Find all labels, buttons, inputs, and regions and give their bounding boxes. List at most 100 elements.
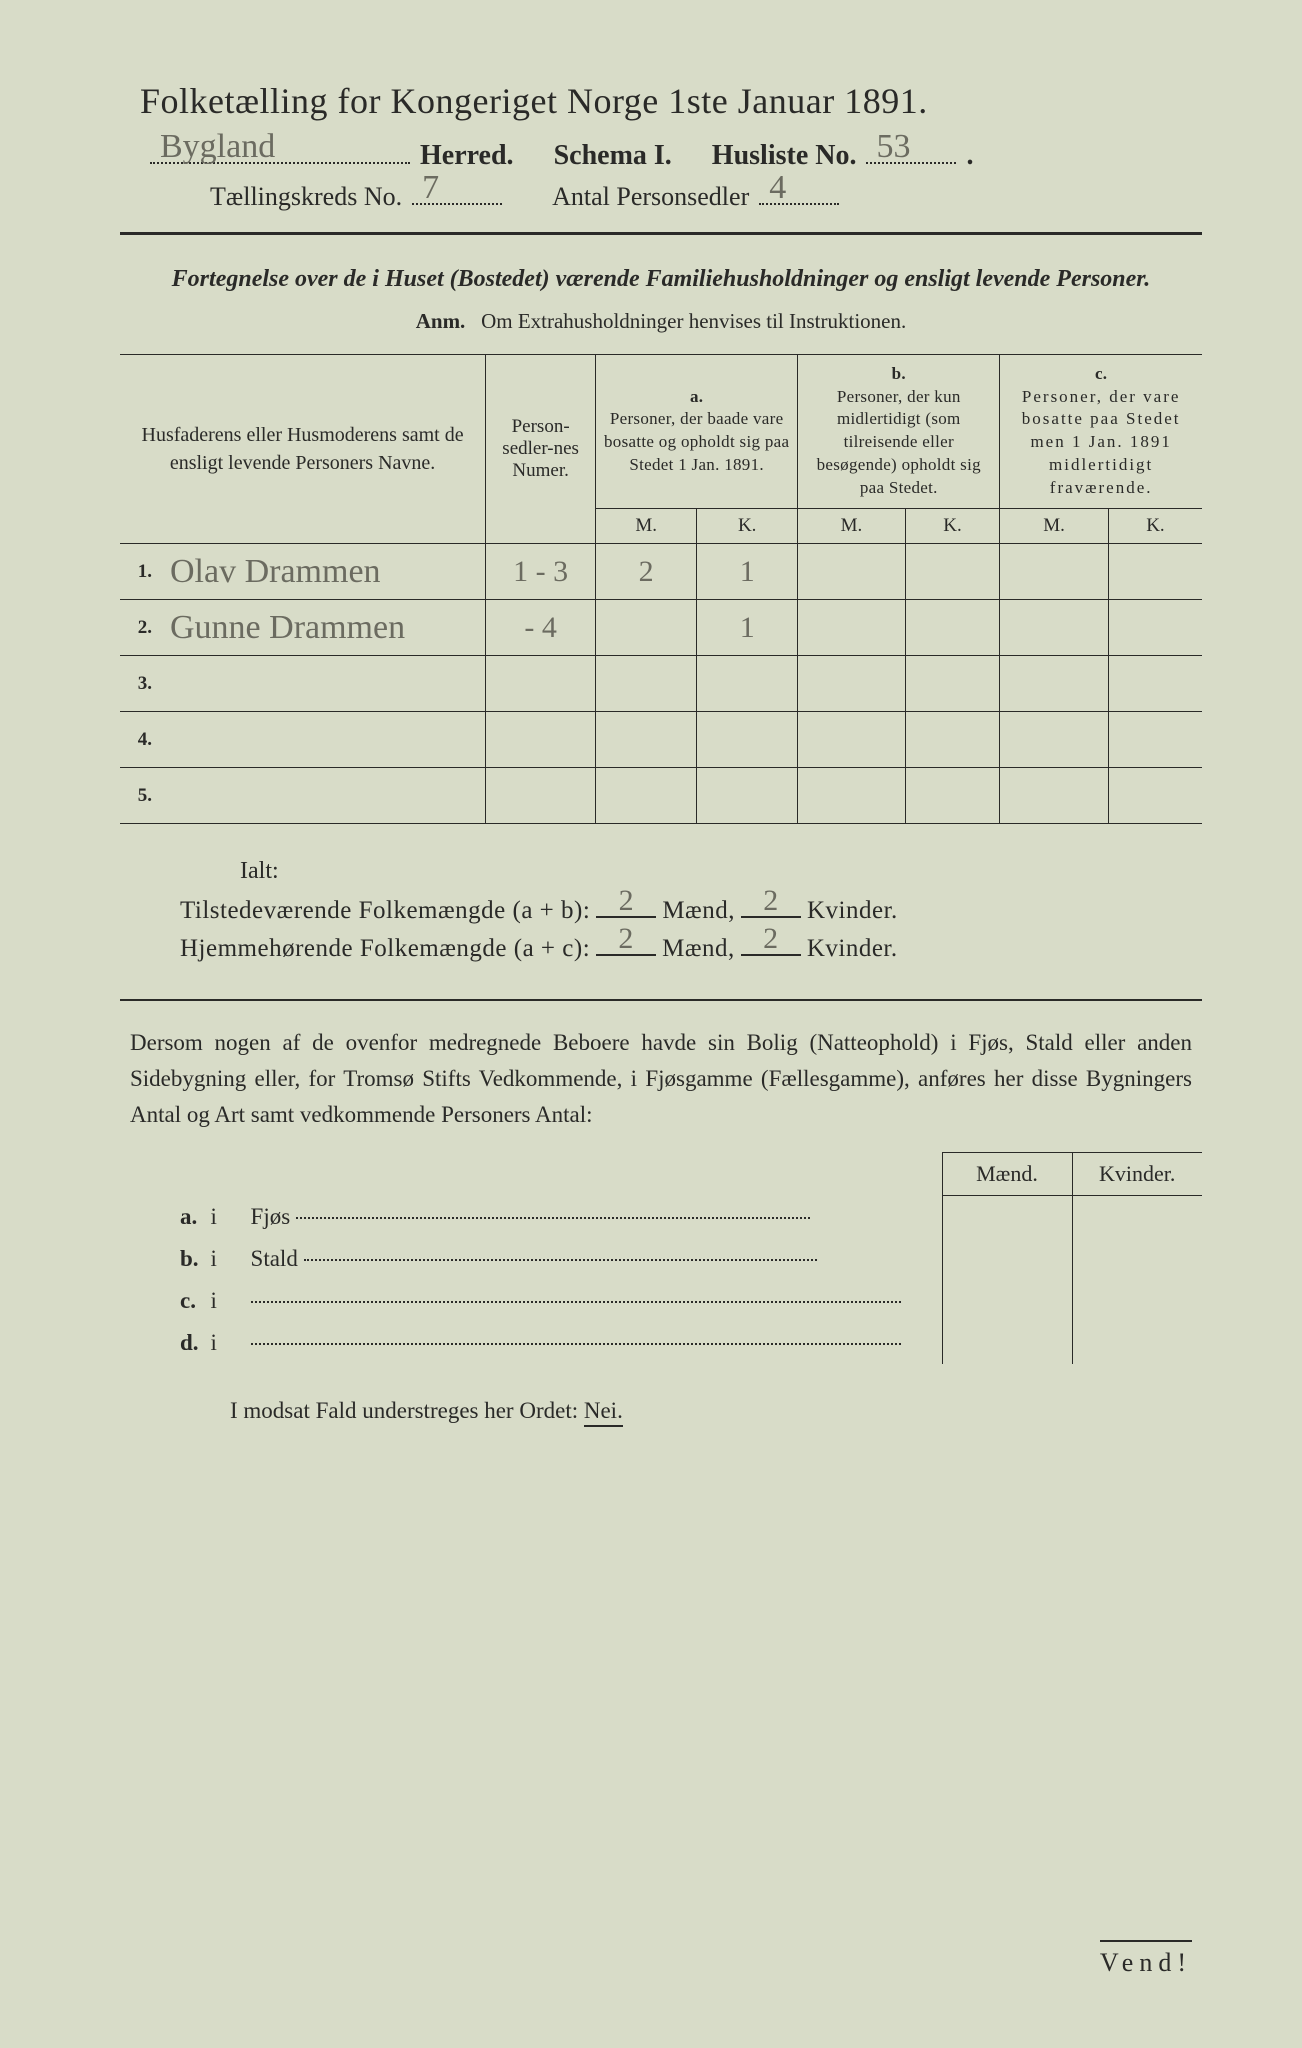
table-row: 3. xyxy=(120,656,1202,712)
col-c-m: M. xyxy=(1000,509,1109,544)
ialt-label: Ialt: xyxy=(120,858,1202,885)
c-k-cell xyxy=(1108,600,1202,656)
resident-k: 2 xyxy=(763,922,779,956)
sub-item: Fjøs xyxy=(245,1196,942,1238)
present-k: 2 xyxy=(763,884,779,918)
sub-k xyxy=(1072,1280,1202,1322)
sub-kvinder: Kvinder. xyxy=(1072,1153,1202,1196)
sub-row: d.i xyxy=(120,1322,1202,1364)
col-b: b. Personer, der kun midlertidigt (som t… xyxy=(798,354,1000,509)
sub-i: i xyxy=(205,1238,245,1280)
resident-label: Hjemmehørende Folkemængde (a + c): xyxy=(180,935,590,963)
sub-m xyxy=(942,1196,1072,1238)
census-form: Folketælling for Kongeriget Norge 1ste J… xyxy=(120,80,1202,1424)
schema-label: Schema I. xyxy=(554,140,672,172)
husliste-value: 53 xyxy=(876,128,910,166)
a-m-cell xyxy=(596,712,697,768)
sub-k xyxy=(1072,1196,1202,1238)
b-m-cell xyxy=(798,712,905,768)
b-k-cell xyxy=(905,544,1000,600)
herred-label: Herred. xyxy=(420,140,514,172)
sub-row: c.i xyxy=(120,1280,1202,1322)
table-row: 2.Gunne Drammen- 41 xyxy=(120,600,1202,656)
present-line: Tilstedeværende Folkemængde (a + b): 2 M… xyxy=(120,897,1202,925)
anm-text: Om Extrahusholdninger henvises til Instr… xyxy=(481,309,906,333)
a-m-cell: 2 xyxy=(596,544,697,600)
header-line-2: Bygland Herred. Schema I. Husliste No. 5… xyxy=(120,140,1202,172)
sub-item xyxy=(245,1280,942,1322)
divider-2 xyxy=(120,999,1202,1001)
subtitle: Fortegnelse over de i Huset (Bostedet) v… xyxy=(120,263,1202,297)
sub-i: i xyxy=(205,1196,245,1238)
name-cell xyxy=(160,712,486,768)
sub-i: i xyxy=(205,1280,245,1322)
antal-label: Antal Personsedler xyxy=(552,182,749,212)
col-c-k: K. xyxy=(1108,509,1202,544)
c-m-cell xyxy=(1000,712,1109,768)
sedler-cell: - 4 xyxy=(486,600,596,656)
b-m-cell xyxy=(798,768,905,824)
resident-m: 2 xyxy=(618,922,634,956)
b-k-cell xyxy=(905,712,1000,768)
annotation-line: Anm. Om Extrahusholdninger henvises til … xyxy=(120,309,1202,334)
maend-label: Mænd, xyxy=(662,897,735,925)
col-numer: Person-sedler-nes Numer. xyxy=(486,354,596,544)
b-k-cell xyxy=(905,600,1000,656)
name-cell xyxy=(160,656,486,712)
sub-lab: b. xyxy=(120,1238,205,1280)
sedler-cell: 1 - 3 xyxy=(486,544,596,600)
sub-m xyxy=(942,1238,1072,1280)
col-a-m: M. xyxy=(596,509,697,544)
sub-maend: Mænd. xyxy=(942,1153,1072,1196)
a-m-cell xyxy=(596,768,697,824)
sub-item xyxy=(245,1322,942,1364)
col-c: c. Personer, der vare bosatte paa Stedet… xyxy=(1000,354,1202,509)
col-a: a. Personer, der baade vare bosatte og o… xyxy=(596,354,798,509)
a-k-cell xyxy=(697,656,798,712)
sub-m xyxy=(942,1322,1072,1364)
nei-word: Nei. xyxy=(584,1398,623,1427)
row-number: 5. xyxy=(120,768,160,824)
present-m: 2 xyxy=(619,884,635,918)
name-cell xyxy=(160,768,486,824)
header-line-3: Tællingskreds No. 7 Antal Personsedler 4 xyxy=(120,182,1202,212)
b-m-cell xyxy=(798,544,905,600)
sub-item: Stald xyxy=(245,1238,942,1280)
sub-m xyxy=(942,1280,1072,1322)
sub-i: i xyxy=(205,1322,245,1364)
b-k-cell xyxy=(905,656,1000,712)
sub-row: a.iFjøs xyxy=(120,1196,1202,1238)
sedler-cell xyxy=(486,656,596,712)
c-m-cell xyxy=(1000,600,1109,656)
divider xyxy=(120,232,1202,235)
sub-lab: c. xyxy=(120,1280,205,1322)
husliste-label: Husliste No. xyxy=(712,140,857,172)
kvinder-label: Kvinder. xyxy=(807,897,898,925)
table-row: 5. xyxy=(120,768,1202,824)
row-number: 1. xyxy=(120,544,160,600)
kreds-value: 7 xyxy=(422,169,439,207)
table-row: 1.Olav Drammen1 - 321 xyxy=(120,544,1202,600)
table-row: 4. xyxy=(120,712,1202,768)
a-m-cell xyxy=(596,600,697,656)
paragraph: Dersom nogen af de ovenfor medregnede Be… xyxy=(120,1025,1202,1132)
sedler-cell xyxy=(486,768,596,824)
sub-row: b.iStald xyxy=(120,1238,1202,1280)
present-label: Tilstedeværende Folkemængde (a + b): xyxy=(180,897,590,925)
a-k-cell: 1 xyxy=(697,544,798,600)
name-cell: Gunne Drammen xyxy=(160,600,486,656)
sub-k xyxy=(1072,1322,1202,1364)
b-m-cell xyxy=(798,656,905,712)
c-m-cell xyxy=(1000,656,1109,712)
kvinder-label-2: Kvinder. xyxy=(807,935,898,963)
row-number: 4. xyxy=(120,712,160,768)
row-number: 3. xyxy=(120,656,160,712)
resident-line: Hjemmehørende Folkemængde (a + c): 2 Mæn… xyxy=(120,935,1202,963)
c-m-cell xyxy=(1000,544,1109,600)
col-b-m: M. xyxy=(798,509,905,544)
row-number: 2. xyxy=(120,600,160,656)
c-k-cell xyxy=(1108,544,1202,600)
a-k-cell xyxy=(697,768,798,824)
sedler-cell xyxy=(486,712,596,768)
kreds-label: Tællingskreds No. xyxy=(210,182,402,212)
